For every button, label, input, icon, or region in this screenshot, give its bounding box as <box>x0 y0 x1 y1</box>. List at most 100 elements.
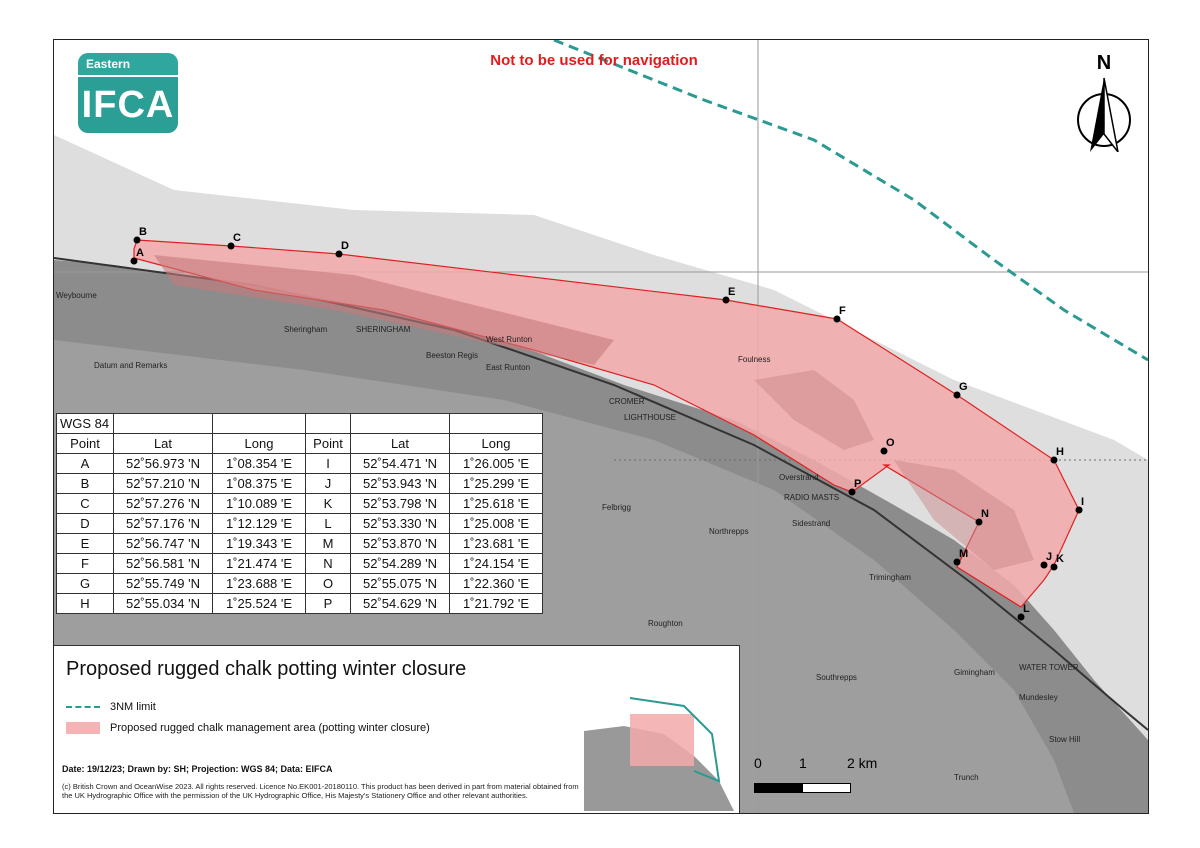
legend-3nm-label: 3NM limit <box>110 701 156 713</box>
place-southrepps: Southrepps <box>816 673 857 682</box>
point-label-a: A <box>136 247 144 259</box>
cell: 1˚25.008 'E <box>449 513 543 534</box>
scale-label-0: 0 <box>754 755 762 771</box>
table-row: F 52˚56.581 'N 1˚21.474 'E N 52˚54.289 'N 1˚2… <box>56 553 543 574</box>
point-marker-k <box>1050 563 1058 571</box>
table-title: WGS 84 <box>56 413 114 434</box>
point-marker-m <box>953 558 961 566</box>
3nm-swatch <box>66 706 100 708</box>
cell: G <box>56 573 114 594</box>
table-row: E 52˚56.747 'N 1˚19.343 'E M 52˚53.870 'N 1˚2… <box>56 533 543 554</box>
inset-map <box>584 696 734 811</box>
cell: H <box>56 593 114 614</box>
point-marker-f <box>833 315 841 323</box>
cell: 52˚57.176 'N <box>113 513 213 534</box>
point-label-p: P <box>854 478 861 490</box>
point-label-b: B <box>139 226 147 238</box>
table-row: H 52˚55.034 'N 1˚25.524 'E P 52˚54.629 'N 1˚2… <box>56 593 543 614</box>
eastern-ifca-logo: Eastern IFCA <box>78 53 178 133</box>
header-long: Long <box>212 433 306 454</box>
scale-segment-white <box>802 783 851 793</box>
point-label-d: D <box>341 240 349 252</box>
cell: P <box>305 593 351 614</box>
cell: F <box>56 553 114 574</box>
point-marker-n <box>975 518 983 526</box>
scale-segment-black <box>754 783 803 793</box>
point-marker-c <box>227 242 235 250</box>
area-swatch <box>66 722 100 734</box>
cell: B <box>56 473 114 494</box>
table-row: C 52˚57.276 'N 1˚10.089 'E K 52˚53.798 'N 1˚2… <box>56 493 543 514</box>
point-label-g: G <box>959 381 968 393</box>
cell: 52˚56.581 'N <box>113 553 213 574</box>
copyright-notice: (c) British Crown and OceanWise 2023. Al… <box>62 782 579 800</box>
point-marker-b <box>133 236 141 244</box>
legend-item-area: Proposed rugged chalk management area (p… <box>66 722 430 734</box>
north-arrow: N <box>1072 52 1136 152</box>
point-label-e: E <box>728 286 735 298</box>
3nm-limit-line <box>553 40 1148 362</box>
cell: 1˚23.681 'E <box>449 533 543 554</box>
cell: 1˚08.354 'E <box>212 453 306 474</box>
place-cromer: CROMER <box>609 397 645 406</box>
cell: 1˚26.005 'E <box>449 453 543 474</box>
cell: K <box>305 493 351 514</box>
point-label-i: I <box>1081 496 1084 508</box>
cell: A <box>56 453 114 474</box>
cell: N <box>305 553 351 574</box>
map-metadata: Date: 19/12/23; Drawn by: SH; Projection… <box>62 764 333 774</box>
place-radio-masts: RADIO MASTS <box>784 493 839 502</box>
point-marker-h <box>1050 456 1058 464</box>
cell: 1˚24.154 'E <box>449 553 543 574</box>
point-label-n: N <box>981 508 989 520</box>
coordinate-table: WGS 84 Point Lat Long Point Lat Long A 52… <box>56 413 543 614</box>
cell: O <box>305 573 351 594</box>
table-row: G 52˚55.749 'N 1˚23.688 'E O 52˚55.075 'N 1˚2… <box>56 573 543 594</box>
cell: 52˚57.210 'N <box>113 473 213 494</box>
map-frame: Weybourne Sheringham SHERINGHAM Beeston … <box>53 39 1149 814</box>
table-row: D 52˚57.176 'N 1˚12.129 'E L 52˚53.330 'N 1˚2… <box>56 513 543 534</box>
cell: E <box>56 533 114 554</box>
scale-label-2: 2 km <box>847 755 878 771</box>
place-gimingham: Gimingham <box>954 668 995 677</box>
cell: 52˚56.973 'N <box>113 453 213 474</box>
place-west-runton: West Runton <box>486 335 532 344</box>
cell: 52˚53.943 'N <box>350 473 450 494</box>
legend-area-label: Proposed rugged chalk management area (p… <box>110 722 430 734</box>
place-lighthouse: LIGHTHOUSE <box>624 413 676 422</box>
cell: 1˚21.474 'E <box>212 553 306 574</box>
cell: I <box>305 453 351 474</box>
place-east-runton: East Runton <box>486 363 530 372</box>
place-stow-hill: Stow Hill <box>1049 735 1080 744</box>
cell: L <box>305 513 351 534</box>
point-label-c: C <box>233 232 241 244</box>
north-arrow-icon <box>1077 77 1131 152</box>
scale-label-1: 1 <box>799 755 807 771</box>
cell: 1˚10.089 'E <box>212 493 306 514</box>
cell: 1˚08.375 'E <box>212 473 306 494</box>
north-label: N <box>1096 52 1112 74</box>
cell: 52˚53.330 'N <box>350 513 450 534</box>
cell: 1˚23.688 'E <box>212 573 306 594</box>
chalk-patch <box>154 255 614 365</box>
point-marker-a <box>130 257 138 265</box>
place-mundesley: Mundesley <box>1019 693 1058 702</box>
place-beeston: Beeston Regis <box>426 351 478 360</box>
cell: 1˚21.792 'E <box>449 593 543 614</box>
point-marker-i <box>1075 506 1083 514</box>
point-marker-o <box>880 447 888 455</box>
place-trunch: Trunch <box>954 773 979 782</box>
cell: 1˚25.618 'E <box>449 493 543 514</box>
place-sheringham-caps: SHERINGHAM <box>356 325 411 334</box>
place-sidestrand: Sidestrand <box>792 519 830 528</box>
point-label-o: O <box>886 437 895 449</box>
place-overstrand: Overstrand <box>779 473 819 482</box>
cell: 52˚54.629 'N <box>350 593 450 614</box>
logo-ifca: IFCA <box>78 77 178 133</box>
point-marker-p <box>848 488 856 496</box>
header-point: Point <box>305 433 351 454</box>
legend-item-3nm: 3NM limit <box>66 701 156 713</box>
cell: 1˚12.129 'E <box>212 513 306 534</box>
point-marker-l <box>1017 613 1025 621</box>
